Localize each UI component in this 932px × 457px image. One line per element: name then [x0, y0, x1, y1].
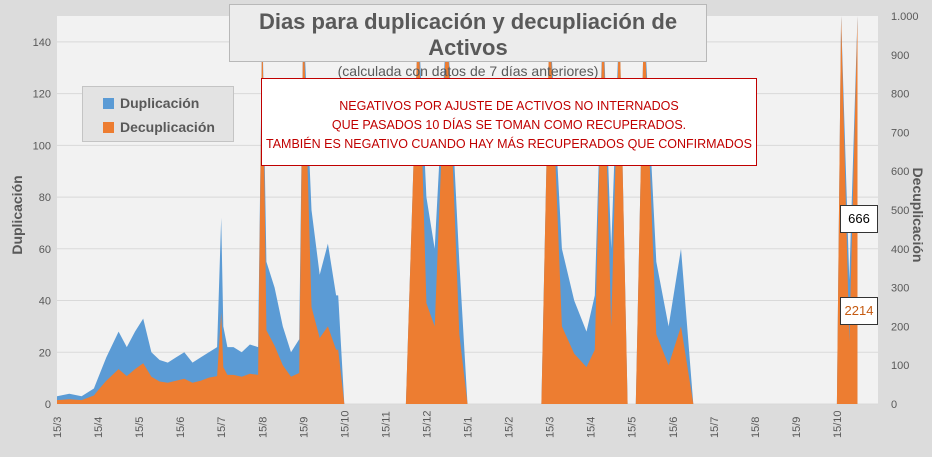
x-tick-label: 15/5	[627, 417, 639, 438]
y-left-tick-label: 80	[39, 192, 51, 204]
y-axis-left-ticks: 0 20 40 60 80 100 120 140	[33, 37, 51, 411]
y-right-tick-label: 900	[891, 50, 909, 62]
y-right-tick-label: 800	[891, 89, 909, 101]
x-tick-label: 15/5	[134, 417, 146, 438]
annotation-line-2: QUE PASADOS 10 DÍAS SE TOMAN COMO RECUPE…	[331, 118, 687, 132]
y-right-tick-label: 400	[891, 244, 909, 256]
x-tick-label: 15/6	[175, 417, 187, 438]
chart-title: Dias para duplicación y decupliación de …	[258, 9, 678, 60]
y-axis-left-label: Duplicación	[9, 175, 25, 254]
y-right-tick-label: 600	[891, 166, 909, 178]
x-tick-label: 15/2	[504, 417, 516, 438]
x-tick-label: 15/9	[298, 417, 310, 438]
x-tick-label: 15/6	[668, 417, 680, 438]
y-left-tick-label: 20	[39, 347, 51, 359]
y-left-tick-label: 40	[39, 296, 51, 308]
y-left-tick-label: 0	[45, 399, 51, 411]
x-tick-label: 15/11	[380, 411, 392, 438]
x-tick-label: 15/12	[421, 410, 433, 438]
x-tick-label: 15/1	[463, 417, 475, 438]
y-right-tick-label: 500	[891, 205, 909, 217]
legend: Duplicación Decuplicación	[82, 86, 234, 142]
legend-label-decuplicacion: Decuplicación	[120, 119, 215, 135]
y-axis-right-label: Decuplicación	[910, 168, 926, 263]
area-decuplicacion	[57, 16, 858, 404]
x-tick-label: 15/4	[586, 417, 598, 438]
y-right-tick-label: 200	[891, 321, 909, 333]
legend-swatch-duplicacion	[103, 98, 114, 109]
y-right-tick-label: 0	[891, 399, 897, 411]
callout-duplicacion: 666	[840, 205, 878, 233]
x-tick-label: 15/9	[791, 417, 803, 438]
y-left-tick-label: 140	[33, 37, 51, 49]
x-tick-label: 15/10	[339, 410, 351, 438]
legend-item-decuplicacion: Decuplicación	[103, 119, 215, 135]
area-duplicacion	[57, 16, 858, 404]
y-right-tick-label: 300	[891, 283, 909, 295]
y-right-tick-label: 1.000	[891, 11, 919, 23]
x-tick-label: 15/7	[709, 417, 721, 438]
x-tick-label: 15/8	[257, 417, 269, 438]
series-duplicacion	[57, 16, 858, 404]
chart-title-box: Dias para duplicación y decupliación de …	[229, 4, 707, 79]
x-axis-ticks: 15/3 15/4 15/5 15/6 15/7 15/8 15/9 15/10 15/11 15…	[52, 410, 844, 438]
x-tick-label: 15/7	[216, 417, 228, 438]
y-left-tick-label: 60	[39, 244, 51, 256]
y-axis-right-ticks: 0 100 200 300 400 500 600 700 800 900 1.000	[891, 11, 919, 411]
legend-label-duplicacion: Duplicación	[120, 95, 200, 111]
y-right-tick-label: 100	[891, 360, 909, 372]
annotation-note: NEGATIVOS POR AJUSTE DE ACTIVOS NO INTER…	[261, 78, 757, 166]
annotation-line-3: TAMBIÉN ES NEGATIVO CUANDO HAY MÁS RECUP…	[266, 137, 752, 151]
y-right-tick-label: 700	[891, 127, 909, 139]
y-left-tick-label: 120	[33, 89, 51, 101]
annotation-line-1: NEGATIVOS POR AJUSTE DE ACTIVOS NO INTER…	[339, 99, 679, 113]
callout-decuplicacion: 2214	[840, 297, 878, 325]
series-decuplicacion	[57, 16, 858, 404]
x-tick-label: 15/3	[52, 417, 64, 438]
x-tick-label: 15/8	[750, 417, 762, 438]
y-left-tick-label: 100	[33, 140, 51, 152]
legend-item-duplicacion: Duplicación	[103, 95, 199, 111]
x-tick-label: 15/10	[832, 410, 844, 438]
chart-subtitle: (calculada con datos de 7 días anteriore…	[337, 63, 599, 79]
x-tick-label: 15/3	[545, 417, 557, 438]
x-tick-label: 15/4	[93, 417, 105, 438]
legend-swatch-decuplicacion	[103, 122, 114, 133]
